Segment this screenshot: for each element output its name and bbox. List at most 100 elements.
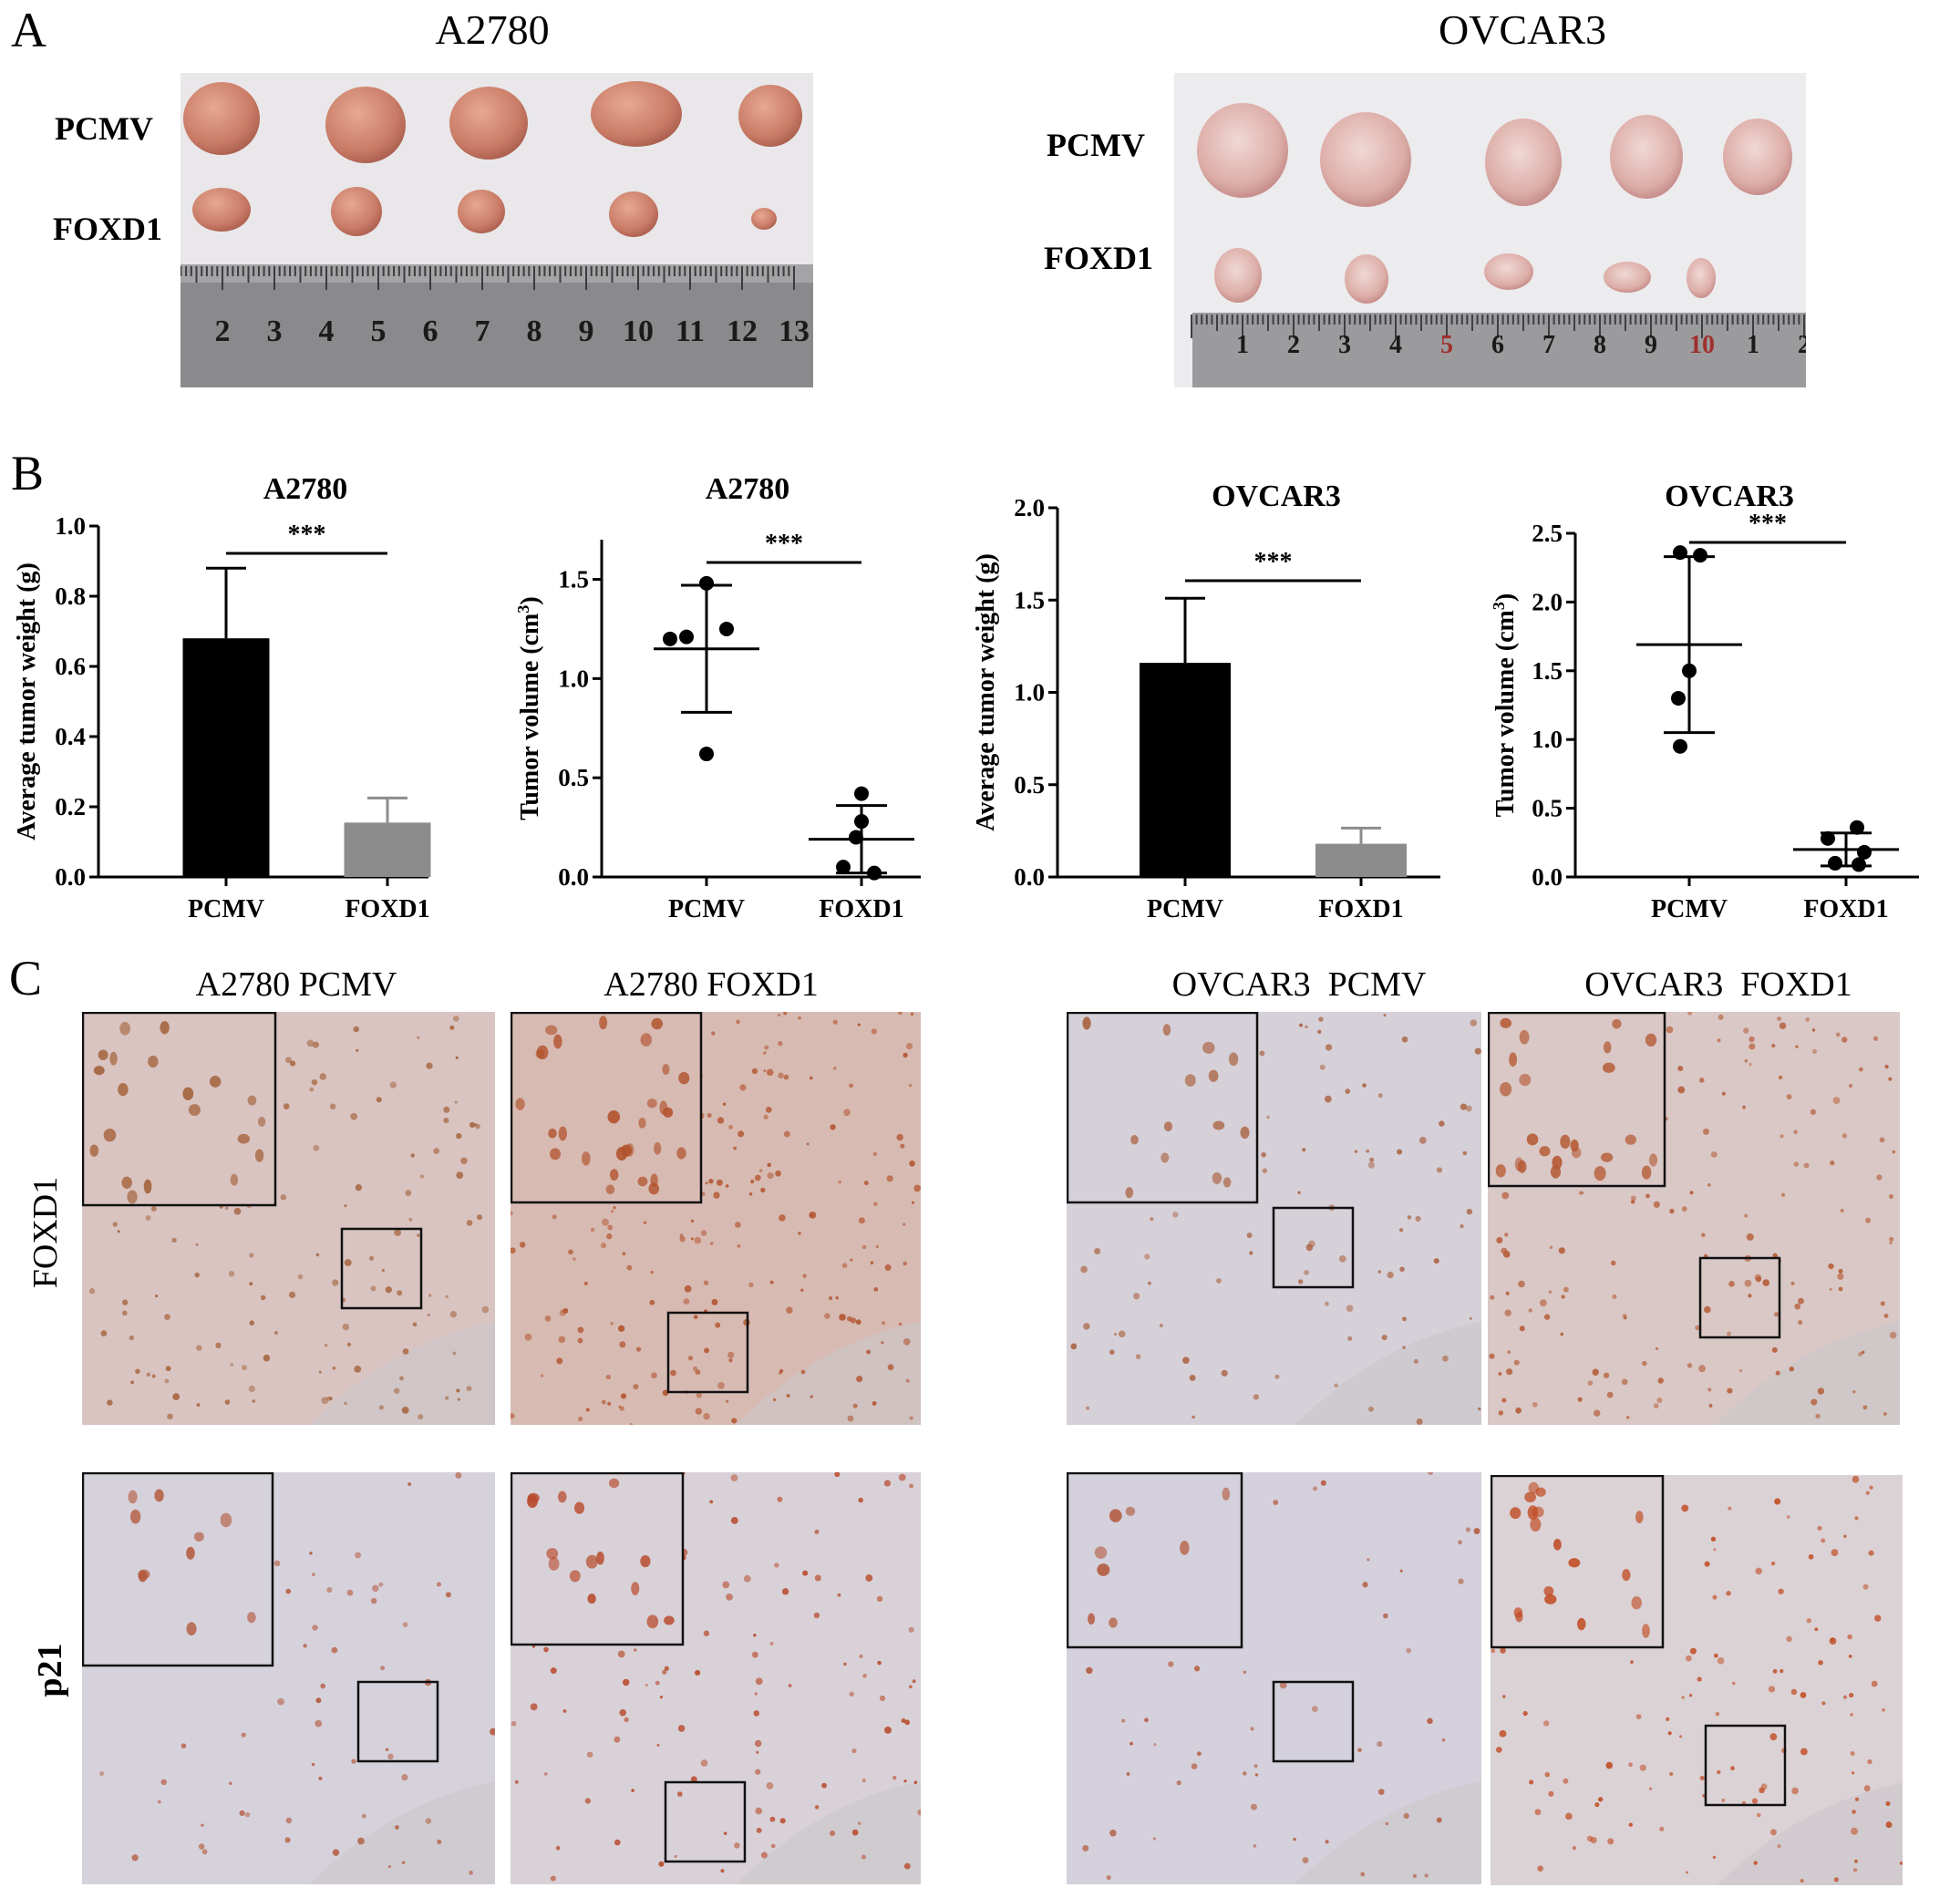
stained-nucleus [1427, 1717, 1433, 1725]
ruler-number: 2 [1798, 331, 1806, 359]
zoom-region-box [666, 1311, 749, 1394]
data-point [719, 621, 734, 636]
stained-nucleus [851, 1748, 857, 1754]
stained-nucleus [1666, 1026, 1674, 1034]
ovcar3-foxd1-tumors [1214, 248, 1716, 304]
stained-nucleus [1498, 1410, 1504, 1416]
stained-nucleus [1109, 1830, 1117, 1837]
stained-nucleus [407, 1482, 412, 1486]
ruler-number: 5 [1440, 331, 1453, 359]
stained-nucleus [620, 1393, 627, 1399]
stained-nucleus [1715, 1711, 1720, 1717]
stained-nucleus [1433, 1258, 1439, 1264]
y-tick-label: 0.2 [55, 793, 86, 820]
inset-nucleus [1500, 1081, 1512, 1097]
stained-nucleus [344, 1259, 352, 1267]
inset-nucleus [548, 1556, 560, 1571]
stained-nucleus [1159, 1324, 1163, 1328]
inset-frame [511, 1012, 703, 1204]
stained-nucleus [1858, 1352, 1863, 1356]
panel-a-right-title: OVCAR3 [1438, 6, 1607, 53]
stained-nucleus [1828, 1263, 1834, 1270]
inset-nucleus [1222, 1177, 1232, 1188]
stained-nucleus [112, 1222, 118, 1227]
stained-nucleus [704, 1347, 709, 1354]
ruler-number: 8 [526, 315, 542, 348]
panel-c-letter: C [9, 951, 43, 1006]
y-tick-label: 1.0 [558, 665, 589, 692]
stained-nucleus [737, 1244, 741, 1248]
stained-nucleus [1851, 1827, 1859, 1835]
stained-nucleus [1689, 1647, 1697, 1655]
stained-nucleus [1324, 1301, 1329, 1306]
chart-3: OVCAR3 Average tumor weight (g) 0.0 0.5 1.0 1… [972, 480, 1440, 923]
inset-nucleus [1228, 1052, 1239, 1067]
stained-nucleus [562, 1307, 569, 1314]
stained-nucleus [332, 1367, 336, 1370]
stained-nucleus [445, 1396, 449, 1400]
stained-nucleus [326, 1396, 332, 1401]
stained-nucleus [1883, 1411, 1887, 1416]
stained-nucleus [1607, 1838, 1614, 1845]
stained-nucleus [1377, 1270, 1381, 1274]
stained-nucleus [851, 1829, 859, 1836]
stained-nucleus [1717, 1038, 1721, 1043]
stained-nucleus [786, 1394, 790, 1398]
stained-nucleus [1771, 1044, 1776, 1048]
stained-nucleus [346, 1342, 352, 1347]
stained-nucleus [1458, 1578, 1464, 1584]
stained-nucleus [1338, 1255, 1346, 1263]
stained-nucleus [590, 1227, 595, 1233]
stained-nucleus [511, 1720, 517, 1727]
stained-nucleus [1854, 1516, 1859, 1521]
stained-nucleus [1829, 1287, 1832, 1291]
y-tick-label: 0.5 [558, 764, 589, 791]
stained-nucleus [1548, 1290, 1553, 1294]
stained-nucleus [1863, 1785, 1871, 1792]
stained-nucleus [252, 1399, 255, 1403]
stained-nucleus [850, 1317, 857, 1324]
stained-nucleus [387, 1865, 391, 1869]
stained-nucleus [412, 1322, 418, 1327]
inset-nucleus [646, 1098, 657, 1109]
stained-nucleus [1688, 1694, 1693, 1697]
stained-nucleus [767, 1171, 774, 1180]
inset-nucleus [1602, 1062, 1615, 1073]
inset-nucleus [1500, 1017, 1512, 1028]
stained-nucleus [541, 1374, 544, 1377]
stained-nucleus [425, 1818, 432, 1824]
stained-nucleus [1106, 1875, 1111, 1881]
inset-nucleus [1162, 1024, 1171, 1037]
stained-nucleus [733, 1146, 738, 1150]
inset-nucleus [121, 1176, 132, 1189]
bar [1315, 843, 1407, 877]
stained-nucleus [909, 1483, 914, 1489]
stained-nucleus [703, 1412, 710, 1420]
stained-nucleus [703, 1630, 710, 1636]
inset-nucleus [536, 1045, 549, 1060]
stained-nucleus [1710, 1536, 1717, 1542]
stained-nucleus [1250, 1803, 1258, 1810]
inset-nucleus [1526, 1133, 1539, 1146]
a2780-pcmv-tumors [183, 81, 802, 163]
stained-nucleus [1563, 1778, 1569, 1784]
stained-nucleus [1325, 1044, 1333, 1051]
stained-nucleus [311, 1762, 315, 1767]
inset-nucleus [1622, 1569, 1631, 1582]
ovcar3-row-label-pcmv: PCMV [1047, 127, 1145, 163]
stained-nucleus [1850, 1751, 1855, 1756]
stained-nucleus [1304, 1270, 1309, 1275]
stained-nucleus [443, 1106, 450, 1113]
stained-nucleus [700, 1759, 708, 1767]
stained-nucleus [1786, 1094, 1792, 1100]
a2780-foxd1-tumors [192, 187, 777, 237]
stained-nucleus [758, 1169, 763, 1172]
stained-nucleus [1698, 1078, 1705, 1083]
y-tick-label: 0.8 [55, 583, 86, 610]
stained-nucleus [606, 1233, 613, 1240]
stained-nucleus [376, 1097, 382, 1103]
y-tick-label: 2.5 [1532, 520, 1563, 547]
inset-nucleus [1130, 1134, 1139, 1145]
inset-nucleus [1109, 1509, 1122, 1522]
stained-nucleus [578, 1416, 583, 1422]
